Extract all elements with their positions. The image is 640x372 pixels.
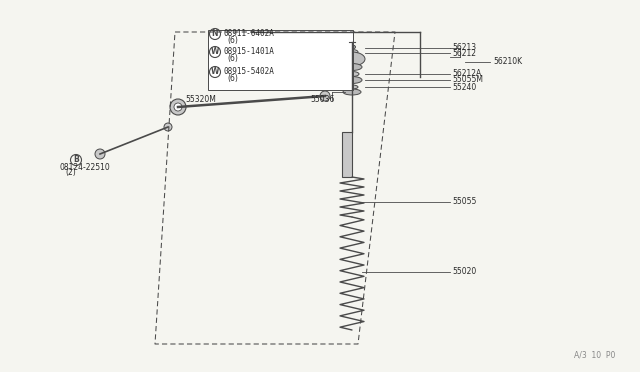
Text: A/3  10  P0: A/3 10 P0 xyxy=(573,351,615,360)
Text: (2): (2) xyxy=(65,169,76,177)
Ellipse shape xyxy=(345,71,359,77)
Ellipse shape xyxy=(346,85,358,89)
Text: 55240: 55240 xyxy=(452,83,476,92)
Ellipse shape xyxy=(342,64,362,71)
Ellipse shape xyxy=(343,89,361,95)
Text: 08911-6402A: 08911-6402A xyxy=(224,29,275,38)
Text: (6): (6) xyxy=(227,35,238,45)
Text: 55036: 55036 xyxy=(310,94,334,103)
Text: W: W xyxy=(211,67,219,77)
Ellipse shape xyxy=(339,52,365,66)
Text: W: W xyxy=(211,48,219,57)
Text: B: B xyxy=(73,155,79,164)
Circle shape xyxy=(174,103,182,111)
Text: 56213: 56213 xyxy=(452,44,476,52)
Text: (6): (6) xyxy=(227,74,238,83)
Text: 56212: 56212 xyxy=(452,48,476,58)
Circle shape xyxy=(95,149,105,159)
Text: 55020: 55020 xyxy=(452,267,476,276)
Text: N: N xyxy=(212,29,218,38)
Text: 08915-5402A: 08915-5402A xyxy=(224,67,275,77)
Circle shape xyxy=(170,99,186,115)
Text: 55055M: 55055M xyxy=(452,76,483,84)
Text: 56210K: 56210K xyxy=(493,58,522,67)
Text: (6): (6) xyxy=(227,54,238,62)
Ellipse shape xyxy=(346,49,358,55)
Text: 55055: 55055 xyxy=(452,198,476,206)
Bar xyxy=(208,30,353,90)
Text: 55320M: 55320M xyxy=(185,96,216,105)
Bar xyxy=(342,132,352,177)
Text: 08124-22510: 08124-22510 xyxy=(60,163,111,171)
Text: 56212A: 56212A xyxy=(452,70,481,78)
Ellipse shape xyxy=(349,45,355,49)
Text: 08915-1401A: 08915-1401A xyxy=(224,48,275,57)
Circle shape xyxy=(164,123,172,131)
Ellipse shape xyxy=(342,77,362,83)
Circle shape xyxy=(320,91,330,101)
